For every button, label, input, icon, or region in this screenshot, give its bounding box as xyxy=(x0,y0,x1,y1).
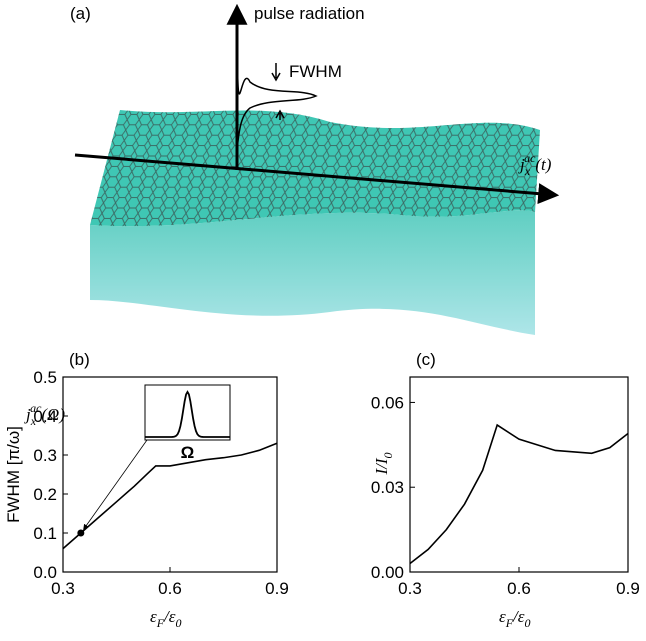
y-tick-label: 0.06 xyxy=(371,393,404,412)
x-tick-label: 0.3 xyxy=(398,579,422,598)
label-part: ac xyxy=(30,401,42,415)
pulse xyxy=(236,29,318,151)
label-part: ac xyxy=(524,151,536,165)
x-axis-label: εF/ε0 xyxy=(150,607,181,630)
panel-label: (b) xyxy=(69,350,90,369)
y-tick-label: 0.0 xyxy=(33,563,57,582)
label-part: j xyxy=(24,405,31,424)
inset-arrow xyxy=(83,439,148,530)
y-tick-label: 0.00 xyxy=(371,563,404,582)
inset-x-label: Ω xyxy=(181,443,195,462)
data-line xyxy=(62,442,278,550)
y-tick-label: 0.03 xyxy=(371,478,404,497)
x-tick-label: 0.3 xyxy=(51,579,75,598)
inset-frame xyxy=(144,384,231,441)
y-tick-label: 0.2 xyxy=(33,485,57,504)
label-part: F xyxy=(156,616,165,630)
x-tick-label: 0.9 xyxy=(265,579,289,598)
inset-peak xyxy=(145,390,230,438)
fwhm-label: FWHM xyxy=(289,62,342,81)
slab xyxy=(90,110,540,335)
y-tick-label: 0.4 xyxy=(33,407,57,426)
label-part: /ε xyxy=(163,607,176,626)
current-label: jxac(t) xyxy=(518,151,552,178)
data-line xyxy=(409,423,629,565)
label-part: x xyxy=(524,164,531,178)
pulse-label: pulse radiation xyxy=(254,4,365,23)
panel-label: (a) xyxy=(70,4,91,23)
plot-frame xyxy=(409,376,629,573)
x-tick-label: 0.9 xyxy=(616,579,640,598)
label-part: 0 xyxy=(175,616,181,630)
label-part: ε xyxy=(150,607,157,626)
fwhm-arrows xyxy=(271,63,285,120)
current-axis xyxy=(74,153,560,205)
inset-label: jxac(Ω) xyxy=(24,401,65,428)
x-tick-label: 0.6 xyxy=(507,579,531,598)
label-part: I/I xyxy=(372,457,391,475)
label-part: (Ω) xyxy=(41,405,65,424)
x-tick-label: 0.6 xyxy=(158,579,182,598)
x-axis-label: εF/ε0 xyxy=(499,607,530,630)
highlight-point xyxy=(77,529,85,537)
label-part: ε xyxy=(499,607,506,626)
panel-label: (c) xyxy=(416,350,436,369)
label-part: /ε xyxy=(512,607,525,626)
y-tick-label: 0.1 xyxy=(33,524,57,543)
y-tick-label: 0.5 xyxy=(33,368,57,387)
label-part: 0 xyxy=(524,616,530,630)
y-axis-label: I/I0 xyxy=(372,452,395,475)
label-part: (t) xyxy=(535,155,551,174)
label-part: x xyxy=(30,414,37,428)
y-tick-label: 0.3 xyxy=(33,446,57,465)
label-part: F xyxy=(505,616,514,630)
label-part: 0 xyxy=(381,452,395,458)
y-axis-label: FWHM [π/ω] xyxy=(4,426,23,523)
label-part: j xyxy=(518,155,525,174)
